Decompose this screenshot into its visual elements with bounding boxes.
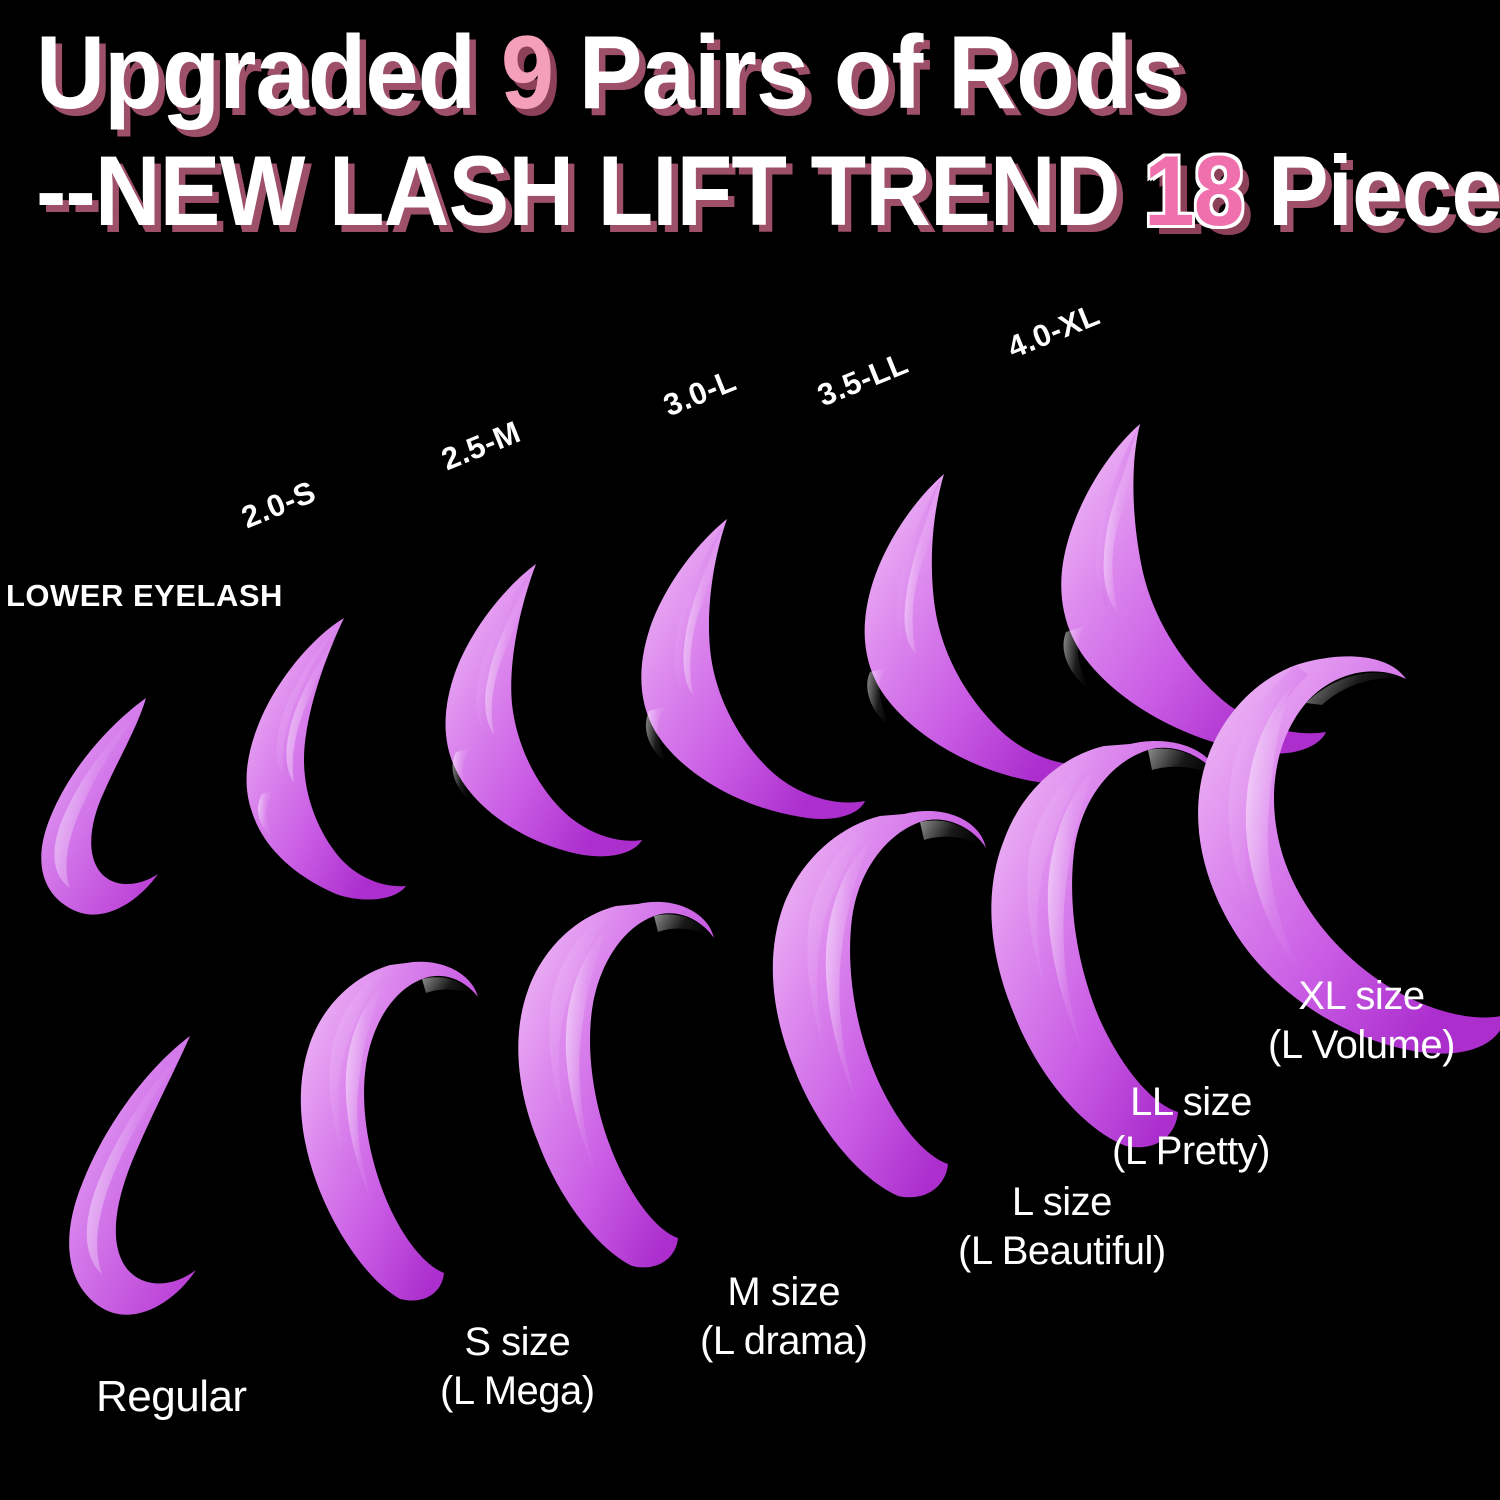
label-regular-text: Regular <box>96 1372 247 1421</box>
label-xl-size-line2: (L Volume) <box>1268 1022 1455 1067</box>
headline-count-9: 9 <box>500 15 554 131</box>
label-2-5-m-text: 2.5-M <box>436 413 526 478</box>
headline-line2-part1: --NEW LASH LIFT TREND <box>36 134 1144 246</box>
label-s-size-line1: S size <box>464 1320 571 1364</box>
label-3-5-ll: 3.5-LL <box>813 345 914 414</box>
rod-2-0-s <box>218 612 423 902</box>
rod-m-size <box>498 900 728 1270</box>
headline-count-18: 18 <box>1143 134 1244 246</box>
rod-s-size <box>282 955 497 1305</box>
label-s-size: S size (L Mega) <box>440 1318 595 1416</box>
label-lower-eyelash-text: LOWER EYELASH <box>6 578 283 613</box>
headline-line1-part2: Pairs of Rods <box>553 15 1185 131</box>
label-xl-size: XL size (L Volume) <box>1268 972 1455 1070</box>
label-regular: Regular <box>96 1372 247 1422</box>
headline-line2-part2: Pieces <box>1267 134 1500 246</box>
label-2-0-s: 2.0-S <box>237 474 322 536</box>
rod-2-5-m <box>418 560 648 860</box>
label-3-5-ll-text: 3.5-LL <box>812 345 914 414</box>
label-l-size: L size (L Beautiful) <box>958 1178 1166 1276</box>
label-ll-size: LL size (L Pretty) <box>1112 1078 1271 1176</box>
label-3-0-l-text: 3.0-L <box>658 362 742 424</box>
headline-line-1: Upgraded 9 Pairs of Rods <box>36 14 1361 134</box>
label-lower-eyelash: LOWER EYELASH <box>6 578 283 614</box>
headline-line1-part1: Upgraded <box>36 15 501 131</box>
label-s-size-line2: (L Mega) <box>440 1368 595 1413</box>
label-4-0-xl: 4.0-XL <box>1003 297 1106 366</box>
label-m-size-line2: (L drama) <box>700 1318 868 1363</box>
rod-3-5-ll <box>838 470 1103 790</box>
rod-ll-size <box>972 740 1237 1150</box>
headline-block: Upgraded 9 Pairs of Rods --NEW LASH LIFT… <box>36 14 1500 248</box>
label-2-0-s-text: 2.0-S <box>236 473 321 536</box>
label-l-size-line1: L size <box>1011 1180 1113 1224</box>
rod-3-0-l <box>615 515 870 825</box>
label-ll-size-line1: LL size <box>1130 1080 1252 1124</box>
rod-l-size <box>752 810 1002 1200</box>
label-m-size: M size (L drama) <box>700 1268 868 1366</box>
label-m-size-line1: M size <box>727 1270 840 1314</box>
rod-4-0-xl <box>1040 420 1330 760</box>
rod-lower-eyelash <box>18 690 208 920</box>
label-xl-size-line1: XL size <box>1298 974 1425 1018</box>
label-l-size-line2: (L Beautiful) <box>958 1228 1166 1273</box>
label-ll-size-line2: (L Pretty) <box>1112 1128 1271 1173</box>
rod-xl-size <box>1178 655 1500 1055</box>
headline-line-2: --NEW LASH LIFT TREND 18 Pieces <box>36 134 1500 248</box>
label-2-5-m: 2.5-M <box>437 414 526 478</box>
label-3-0-l: 3.0-L <box>659 363 742 424</box>
label-4-0-xl-text: 4.0-XL <box>1002 296 1105 366</box>
rod-regular <box>40 1030 230 1320</box>
